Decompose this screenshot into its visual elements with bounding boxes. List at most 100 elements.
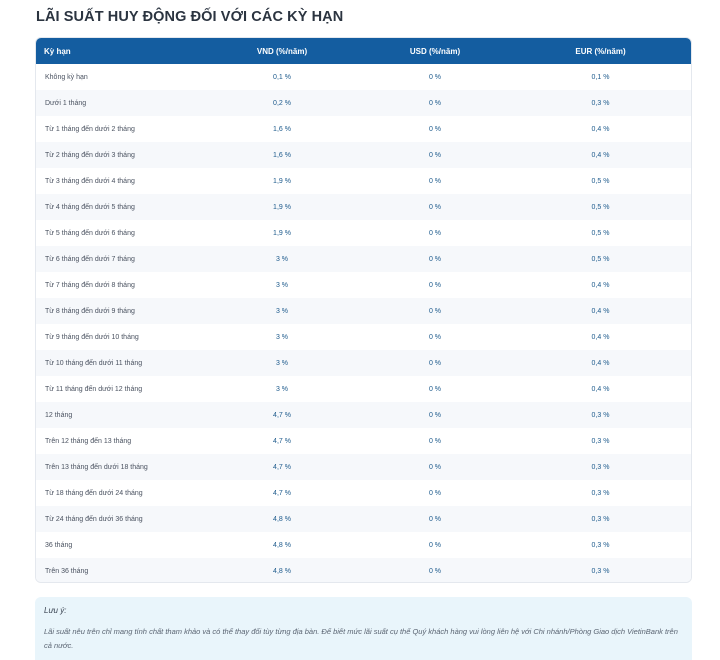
- term-cell: Từ 10 tháng đến dưới 11 tháng: [45, 359, 143, 367]
- vnd-rate-cell: 3 %: [275, 255, 289, 263]
- vnd-rate-cell: 3 %: [275, 385, 289, 393]
- term-cell: Từ 5 tháng đến dưới 6 tháng: [45, 229, 135, 237]
- eur-rate-cell: 0,3 %: [591, 463, 610, 471]
- table-header-row: Kỳ hạn VND (%/năm) USD (%/năm) EUR (%/nă…: [36, 38, 691, 64]
- table-row: Từ 7 tháng đến dưới 8 tháng 3 % 0 % 0,4 %: [36, 272, 691, 298]
- term-cell: Từ 3 tháng đến dưới 4 tháng: [45, 177, 135, 185]
- vnd-rate-cell: 4,7 %: [273, 411, 291, 419]
- table-row: Từ 18 tháng đến dưới 24 tháng 4,7 % 0 % 0,3…: [36, 480, 691, 506]
- table-row: Từ 9 tháng đến dưới 10 tháng 3 % 0 % 0,4 %: [36, 324, 691, 350]
- usd-rate-cell: 0 %: [428, 489, 442, 497]
- term-cell: Từ 4 tháng đến dưới 5 tháng: [45, 203, 135, 211]
- table-row: Từ 1 tháng đến dưới 2 tháng 1,6 % 0 % 0,4 %: [36, 116, 691, 142]
- term-cell: Từ 2 tháng đến dưới 3 tháng: [45, 151, 135, 159]
- eur-rate-cell: 0,5 %: [591, 203, 610, 211]
- table-row: Trên 12 tháng đến 13 tháng 4,7 % 0 % 0,3 %: [36, 428, 691, 454]
- eur-rate-cell: 0,1 %: [591, 73, 610, 81]
- vnd-rate-cell: 1,9 %: [273, 203, 291, 211]
- eur-rate-cell: 0,3 %: [591, 515, 610, 523]
- usd-rate-cell: 0 %: [428, 177, 442, 185]
- vnd-rate-cell: 3 %: [275, 333, 289, 341]
- vnd-rate-cell: 3 %: [275, 281, 289, 289]
- table-row: Dưới 1 tháng 0,2 % 0 % 0,3 %: [36, 90, 691, 116]
- table-row: Trên 13 tháng đến dưới 18 tháng 4,7 % 0 % 0…: [36, 454, 691, 480]
- vnd-rate-cell: 1,6 %: [273, 151, 291, 159]
- term-cell: Từ 8 tháng đến dưới 9 tháng: [45, 307, 135, 315]
- eur-rate-cell: 0,4 %: [591, 359, 610, 367]
- vnd-rate-cell: 4,8 %: [273, 567, 291, 575]
- table-row: Từ 2 tháng đến dưới 3 tháng 1,6 % 0 % 0,4 %: [36, 142, 691, 168]
- term-cell: Từ 7 tháng đến dưới 8 tháng: [45, 281, 135, 289]
- eur-rate-cell: 0,3 %: [591, 567, 610, 575]
- usd-rate-cell: 0 %: [428, 385, 442, 393]
- vnd-rate-cell: 0,2 %: [273, 99, 291, 107]
- usd-rate-cell: 0 %: [428, 203, 442, 211]
- usd-rate-cell: 0 %: [428, 567, 442, 575]
- table-body: Không kỳ hạn 0,1 % 0 % 0,1 % Dưới 1 tháng 0,2…: [36, 64, 691, 582]
- usd-rate-cell: 0 %: [428, 307, 442, 315]
- table-row: Từ 24 tháng đến dưới 36 tháng 4,8 % 0 % 0,3…: [36, 506, 691, 532]
- table-row: Từ 3 tháng đến dưới 4 tháng 1,9 % 0 % 0,5 %: [36, 168, 691, 194]
- usd-rate-cell: 0 %: [428, 281, 442, 289]
- eur-rate-cell: 0,5 %: [591, 255, 610, 263]
- vnd-rate-cell: 1,9 %: [273, 229, 291, 237]
- term-cell: Từ 1 tháng đến dưới 2 tháng: [45, 125, 135, 133]
- usd-rate-cell: 0 %: [428, 437, 442, 445]
- term-cell: Từ 24 tháng đến dưới 36 tháng: [45, 515, 143, 523]
- term-cell: Trên 12 tháng đến 13 tháng: [45, 437, 132, 445]
- usd-rate-cell: 0 %: [428, 125, 442, 133]
- eur-rate-cell: 0,4 %: [591, 307, 610, 315]
- term-cell: Trên 13 tháng đến dưới 18 tháng: [45, 463, 148, 471]
- usd-rate-cell: 0 %: [428, 541, 442, 549]
- eur-rate-cell: 0,4 %: [591, 281, 610, 289]
- header-term: Kỳ hạn: [44, 46, 71, 56]
- usd-rate-cell: 0 %: [428, 333, 442, 341]
- usd-rate-cell: 0 %: [428, 151, 442, 159]
- page-title: LÃI SUẤT HUY ĐỘNG ĐỐI VỚI CÁC KỲ HẠN: [36, 9, 344, 25]
- vnd-rate-cell: 4,8 %: [273, 515, 291, 523]
- term-cell: Từ 9 tháng đến dưới 10 tháng: [45, 333, 139, 341]
- term-cell: Từ 18 tháng đến dưới 24 tháng: [45, 489, 143, 497]
- vnd-rate-cell: 3 %: [275, 359, 289, 367]
- eur-rate-cell: 0,4 %: [591, 333, 610, 341]
- table-row: Từ 6 tháng đến dưới 7 tháng 3 % 0 % 0,5 %: [36, 246, 691, 272]
- vnd-rate-cell: 1,6 %: [273, 125, 291, 133]
- eur-rate-cell: 0,3 %: [591, 99, 610, 107]
- term-cell: Không kỳ hạn: [45, 73, 88, 81]
- term-cell: 36 tháng: [45, 541, 73, 549]
- eur-rate-cell: 0,4 %: [591, 385, 610, 393]
- vnd-rate-cell: 3 %: [275, 307, 289, 315]
- header-vnd: VND (%/năm): [256, 46, 308, 56]
- term-cell: 12 tháng: [45, 411, 73, 419]
- eur-rate-cell: 0,3 %: [591, 489, 610, 497]
- note-title: Lưu ý:: [44, 606, 67, 615]
- table-row: 36 tháng 4,8 % 0 % 0,3 %: [36, 532, 691, 558]
- usd-rate-cell: 0 %: [428, 411, 442, 419]
- usd-rate-cell: 0 %: [428, 463, 442, 471]
- eur-rate-cell: 0,3 %: [591, 437, 610, 445]
- term-cell: Từ 6 tháng đến dưới 7 tháng: [45, 255, 135, 263]
- table-row: Không kỳ hạn 0,1 % 0 % 0,1 %: [36, 64, 691, 90]
- table-row: Từ 8 tháng đến dưới 9 tháng 3 % 0 % 0,4 %: [36, 298, 691, 324]
- eur-rate-cell: 0,4 %: [591, 125, 610, 133]
- note-text: Lãi suất nêu trên chỉ mang tính chất tha…: [44, 627, 678, 650]
- usd-rate-cell: 0 %: [428, 73, 442, 81]
- vnd-rate-cell: 4,7 %: [273, 489, 291, 497]
- usd-rate-cell: 0 %: [428, 229, 442, 237]
- table-row: Từ 4 tháng đến dưới 5 tháng 1,9 % 0 % 0,5 %: [36, 194, 691, 220]
- usd-rate-cell: 0 %: [428, 359, 442, 367]
- header-usd: USD (%/năm): [409, 46, 461, 56]
- term-cell: Từ 11 tháng đến dưới 12 tháng: [45, 385, 143, 393]
- table-row: Từ 5 tháng đến dưới 6 tháng 1,9 % 0 % 0,5 %: [36, 220, 691, 246]
- term-cell: Trên 36 tháng: [45, 567, 89, 575]
- table-row: Từ 10 tháng đến dưới 11 tháng 3 % 0 % 0,4 %: [36, 350, 691, 376]
- table-row: 12 tháng 4,7 % 0 % 0,3 %: [36, 402, 691, 428]
- header-eur: EUR (%/năm): [575, 46, 626, 56]
- vnd-rate-cell: 0,1 %: [273, 73, 291, 81]
- vnd-rate-cell: 4,8 %: [273, 541, 291, 549]
- note-box: Lưu ý: Lãi suất nêu trên chỉ mang tính c…: [35, 597, 692, 660]
- vnd-rate-cell: 1,9 %: [273, 177, 291, 185]
- eur-rate-cell: 0,5 %: [591, 229, 610, 237]
- eur-rate-cell: 0,4 %: [591, 151, 610, 159]
- interest-rate-table: Kỳ hạn VND (%/năm) USD (%/năm) EUR (%/nă…: [36, 38, 691, 582]
